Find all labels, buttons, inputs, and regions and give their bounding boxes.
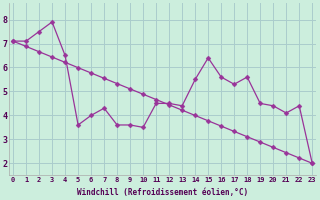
X-axis label: Windchill (Refroidissement éolien,°C): Windchill (Refroidissement éolien,°C) [77, 188, 248, 197]
